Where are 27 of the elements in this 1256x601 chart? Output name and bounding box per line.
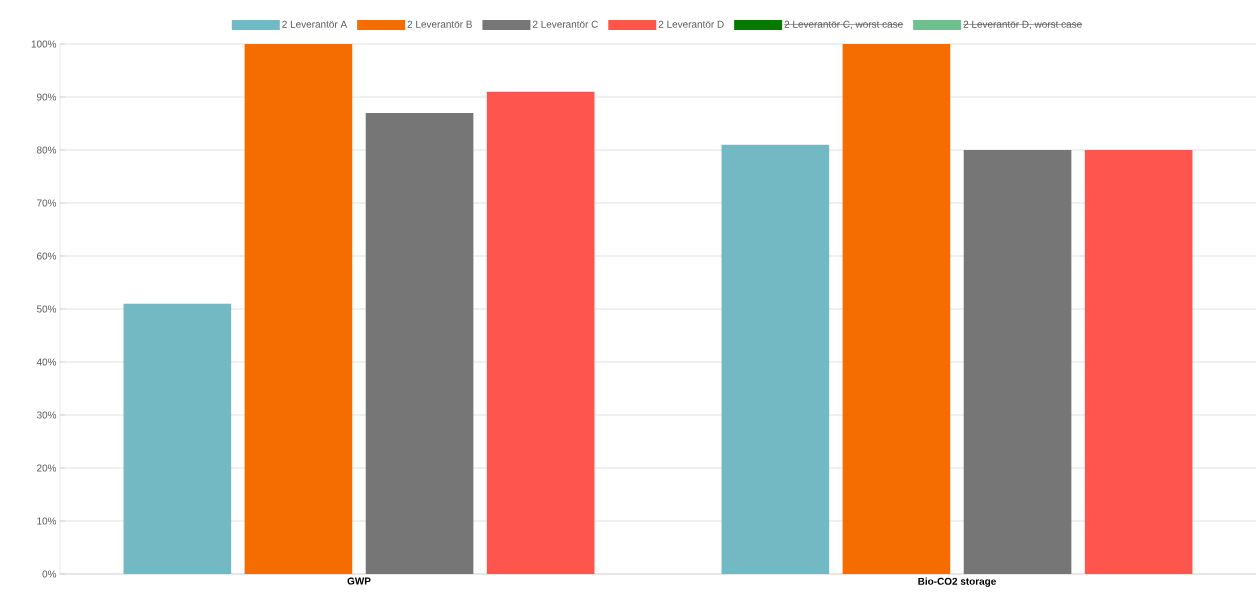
y-tick-label: 80% [36, 146, 57, 154]
y-tick-label: 50% [36, 305, 57, 313]
y-tick-label: 20% [37, 464, 57, 472]
bar [244, 43, 353, 574]
x-tick-label: Bio-CO2 storage [918, 577, 996, 587]
legend-label: 2 Leverantör A [282, 20, 348, 28]
y-tick-label: 40% [36, 358, 57, 366]
legend-label: 2 Leverantör D [658, 20, 724, 28]
legend-label: 2 Leverantör D, worst case [963, 20, 1082, 29]
bar [721, 144, 830, 574]
y-tick-label: 30% [36, 411, 57, 419]
bar [486, 91, 595, 574]
bar [365, 112, 474, 574]
y-tick-label: 10% [37, 517, 57, 525]
y-tick-label: 100% [31, 40, 57, 48]
bar [1084, 149, 1193, 574]
y-tick-label: 60% [37, 252, 57, 260]
y-tick-label: 70% [37, 199, 57, 207]
x-tick-label: GWP [347, 577, 371, 585]
bar [963, 149, 1072, 574]
legend-label: 2 Leverantör C, worst case [784, 20, 903, 29]
bar [123, 303, 232, 574]
legend-label: 2 Leverantör B [407, 20, 472, 28]
bar [842, 43, 951, 574]
y-tick-label: 0% [42, 570, 57, 578]
y-tick-label: 90% [37, 93, 57, 101]
legend-label: 2 Leverantör C [532, 20, 598, 28]
